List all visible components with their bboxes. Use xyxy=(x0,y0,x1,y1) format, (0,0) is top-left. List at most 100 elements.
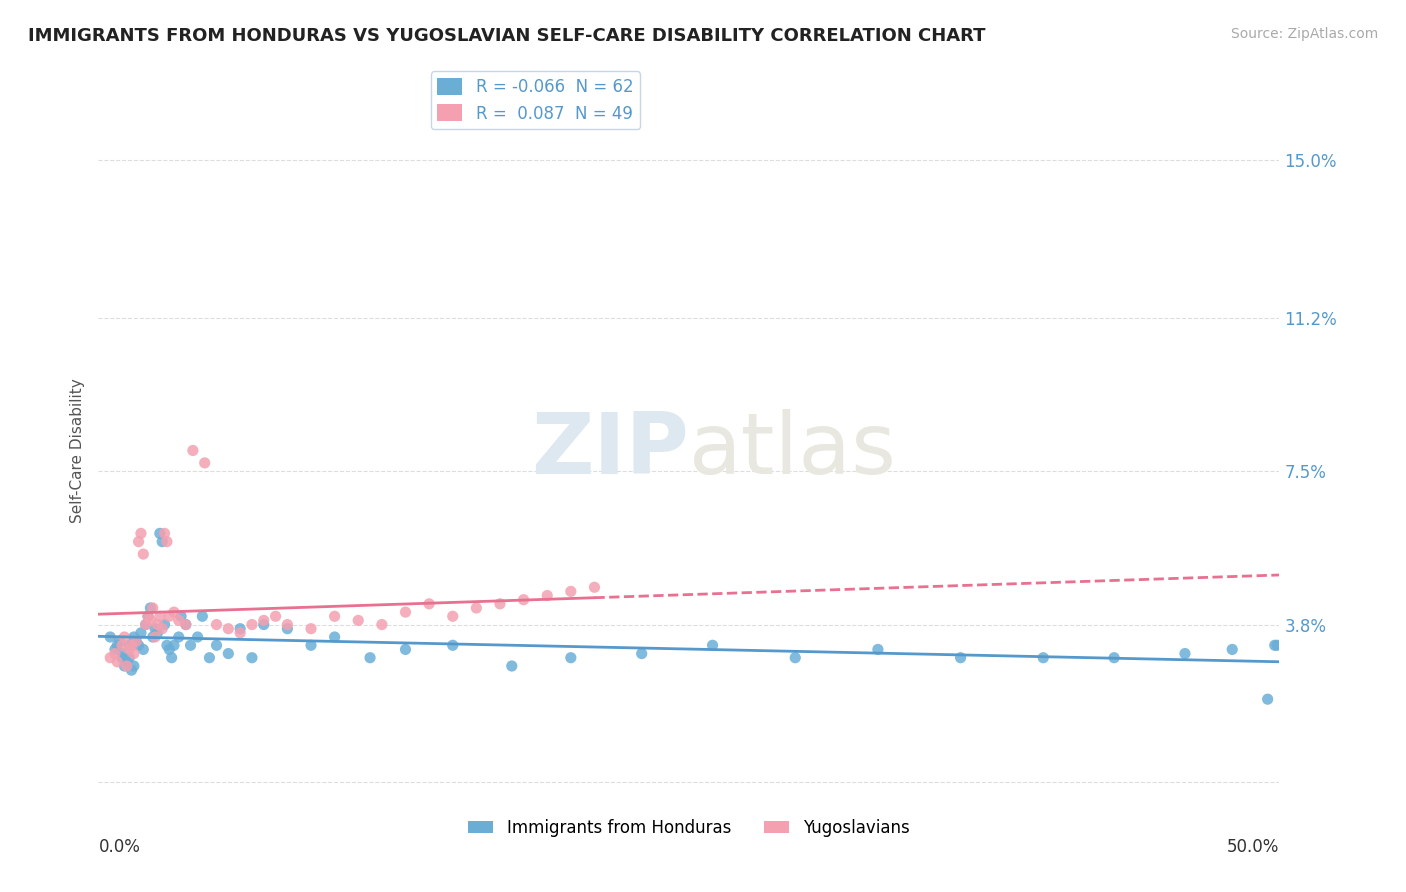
Text: IMMIGRANTS FROM HONDURAS VS YUGOSLAVIAN SELF-CARE DISABILITY CORRELATION CHART: IMMIGRANTS FROM HONDURAS VS YUGOSLAVIAN … xyxy=(28,27,986,45)
Point xyxy=(146,625,169,640)
Text: 50.0%: 50.0% xyxy=(1227,838,1279,856)
Point xyxy=(536,589,558,603)
Point xyxy=(489,597,512,611)
Point xyxy=(174,617,197,632)
Point xyxy=(217,622,239,636)
Point xyxy=(111,638,134,652)
Point xyxy=(229,625,252,640)
Point xyxy=(501,659,523,673)
Point xyxy=(118,642,141,657)
Point xyxy=(229,622,252,636)
Point xyxy=(1220,642,1243,657)
Point xyxy=(122,630,145,644)
Point xyxy=(104,647,127,661)
Point xyxy=(394,642,416,657)
Point xyxy=(143,622,166,636)
Point xyxy=(157,609,180,624)
Point xyxy=(253,614,276,628)
Point xyxy=(418,597,440,611)
Point xyxy=(132,547,155,561)
Point xyxy=(129,526,152,541)
Point xyxy=(142,601,165,615)
Point xyxy=(136,609,159,624)
Point xyxy=(167,630,190,644)
Point xyxy=(949,650,972,665)
Point xyxy=(122,659,145,673)
Point xyxy=(174,617,197,632)
Legend: Immigrants from Honduras, Yugoslavians: Immigrants from Honduras, Yugoslavians xyxy=(461,813,917,844)
Point xyxy=(157,642,180,657)
Point xyxy=(560,650,582,665)
Point xyxy=(111,647,134,661)
Point xyxy=(122,647,145,661)
Point xyxy=(187,630,209,644)
Point xyxy=(583,580,606,594)
Point xyxy=(125,634,148,648)
Point xyxy=(153,526,176,541)
Point xyxy=(785,650,807,665)
Point xyxy=(136,609,159,624)
Point xyxy=(465,601,488,615)
Point xyxy=(205,638,228,652)
Point xyxy=(160,650,183,665)
Text: 0.0%: 0.0% xyxy=(98,838,141,856)
Point xyxy=(359,650,381,665)
Text: atlas: atlas xyxy=(689,409,897,492)
Point xyxy=(129,625,152,640)
Point xyxy=(146,617,169,632)
Point xyxy=(1264,638,1286,652)
Point xyxy=(512,592,534,607)
Point xyxy=(112,630,135,644)
Point xyxy=(347,614,370,628)
Point xyxy=(217,647,239,661)
Point xyxy=(98,650,121,665)
Point xyxy=(167,614,190,628)
Point xyxy=(135,617,157,632)
Point xyxy=(132,642,155,657)
Point xyxy=(170,609,193,624)
Point xyxy=(394,605,416,619)
Point xyxy=(163,638,186,652)
Point xyxy=(153,617,176,632)
Point xyxy=(163,605,186,619)
Point xyxy=(115,655,138,669)
Point xyxy=(240,650,263,665)
Text: Source: ZipAtlas.com: Source: ZipAtlas.com xyxy=(1230,27,1378,41)
Point xyxy=(105,638,128,652)
Point xyxy=(139,614,162,628)
Point xyxy=(299,622,322,636)
Text: ZIP: ZIP xyxy=(531,409,689,492)
Point xyxy=(1265,638,1288,652)
Point xyxy=(198,650,221,665)
Point xyxy=(323,609,346,624)
Point xyxy=(264,609,287,624)
Point xyxy=(276,617,298,632)
Point xyxy=(181,443,204,458)
Point xyxy=(560,584,582,599)
Point xyxy=(1174,647,1197,661)
Point xyxy=(1032,650,1054,665)
Point xyxy=(104,642,127,657)
Point xyxy=(156,638,179,652)
Point xyxy=(111,650,134,665)
Point xyxy=(139,601,162,615)
Point xyxy=(1257,692,1279,706)
Point xyxy=(128,534,150,549)
Point xyxy=(205,617,228,632)
Point xyxy=(630,647,652,661)
Point xyxy=(194,456,217,470)
Point xyxy=(150,622,173,636)
Point xyxy=(135,617,157,632)
Point xyxy=(149,609,172,624)
Point xyxy=(441,609,464,624)
Point xyxy=(142,630,165,644)
Point xyxy=(253,617,276,632)
Point xyxy=(118,650,141,665)
Point xyxy=(156,534,179,549)
Point xyxy=(105,655,128,669)
Point xyxy=(150,534,173,549)
Point xyxy=(1102,650,1125,665)
Point xyxy=(240,617,263,632)
Point xyxy=(98,630,121,644)
Point xyxy=(121,663,143,677)
